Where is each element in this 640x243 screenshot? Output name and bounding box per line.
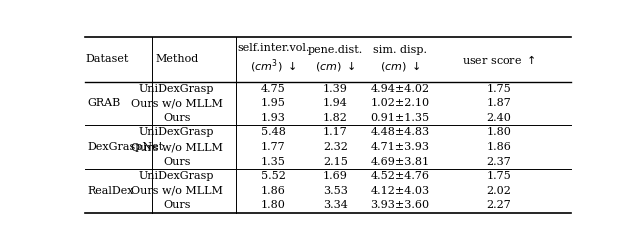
Text: pene.dist.
$(cm)$ $\downarrow$: pene.dist. $(cm)$ $\downarrow$ xyxy=(308,45,363,73)
Text: 2.02: 2.02 xyxy=(486,186,511,196)
Text: 1.80: 1.80 xyxy=(486,128,511,138)
Text: 4.48±4.83: 4.48±4.83 xyxy=(371,128,429,138)
Text: Ours: Ours xyxy=(163,113,191,123)
Text: 2.40: 2.40 xyxy=(486,113,511,123)
Text: UniDexGrasp: UniDexGrasp xyxy=(139,84,214,94)
Text: 2.27: 2.27 xyxy=(487,200,511,210)
Text: 1.87: 1.87 xyxy=(487,98,511,108)
Text: user score $\uparrow$: user score $\uparrow$ xyxy=(462,52,536,66)
Text: RealDex: RealDex xyxy=(88,186,134,196)
Text: Ours w/o MLLM: Ours w/o MLLM xyxy=(131,98,223,108)
Text: 4.69±3.81: 4.69±3.81 xyxy=(371,156,429,167)
Text: 5.52: 5.52 xyxy=(261,171,286,181)
Text: Ours: Ours xyxy=(163,200,191,210)
Text: 2.15: 2.15 xyxy=(323,156,348,167)
Text: 4.52±4.76: 4.52±4.76 xyxy=(371,171,429,181)
Text: 1.39: 1.39 xyxy=(323,84,348,94)
Text: 1.86: 1.86 xyxy=(486,142,511,152)
Text: Ours: Ours xyxy=(163,156,191,167)
Text: Method: Method xyxy=(155,54,198,64)
Text: 5.48: 5.48 xyxy=(261,128,286,138)
Text: self.inter.vol.
$(cm^3)$ $\downarrow$: self.inter.vol. $(cm^3)$ $\downarrow$ xyxy=(237,43,310,75)
Text: 3.53: 3.53 xyxy=(323,186,348,196)
Text: UniDexGrasp: UniDexGrasp xyxy=(139,171,214,181)
Text: 1.86: 1.86 xyxy=(261,186,286,196)
Text: 3.93±3.60: 3.93±3.60 xyxy=(371,200,429,210)
Text: 1.69: 1.69 xyxy=(323,171,348,181)
Text: 4.12±4.03: 4.12±4.03 xyxy=(371,186,429,196)
Text: 1.35: 1.35 xyxy=(261,156,286,167)
Text: 1.94: 1.94 xyxy=(323,98,348,108)
Text: 1.80: 1.80 xyxy=(261,200,286,210)
Text: 2.37: 2.37 xyxy=(487,156,511,167)
Text: Ours w/o MLLM: Ours w/o MLLM xyxy=(131,186,223,196)
Text: UniDexGrasp: UniDexGrasp xyxy=(139,128,214,138)
Text: 1.82: 1.82 xyxy=(323,113,348,123)
Text: Dataset: Dataset xyxy=(85,54,129,64)
Text: 4.71±3.93: 4.71±3.93 xyxy=(371,142,429,152)
Text: GRAB: GRAB xyxy=(88,98,121,108)
Text: sim. disp.
$(cm)$ $\downarrow$: sim. disp. $(cm)$ $\downarrow$ xyxy=(373,45,427,73)
Text: DexGraspNet: DexGraspNet xyxy=(88,142,164,152)
Text: 3.34: 3.34 xyxy=(323,200,348,210)
Text: 1.95: 1.95 xyxy=(261,98,286,108)
Text: 2.32: 2.32 xyxy=(323,142,348,152)
Text: 1.17: 1.17 xyxy=(323,128,348,138)
Text: 4.75: 4.75 xyxy=(261,84,286,94)
Text: Ours w/o MLLM: Ours w/o MLLM xyxy=(131,142,223,152)
Text: 1.75: 1.75 xyxy=(487,171,511,181)
Text: 1.77: 1.77 xyxy=(261,142,285,152)
Text: 1.02±2.10: 1.02±2.10 xyxy=(371,98,429,108)
Text: 4.94±4.02: 4.94±4.02 xyxy=(371,84,429,94)
Text: 0.91±1.35: 0.91±1.35 xyxy=(371,113,429,123)
Text: 1.93: 1.93 xyxy=(261,113,286,123)
Text: 1.75: 1.75 xyxy=(487,84,511,94)
